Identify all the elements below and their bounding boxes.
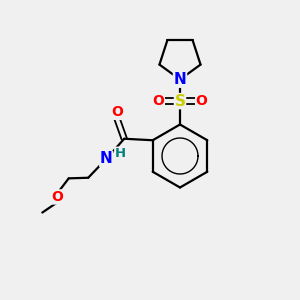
Text: O: O bbox=[152, 94, 164, 108]
Text: S: S bbox=[175, 94, 185, 109]
Text: N: N bbox=[100, 152, 112, 166]
Text: N: N bbox=[174, 72, 186, 87]
Text: O: O bbox=[196, 94, 208, 108]
Text: H: H bbox=[115, 147, 126, 160]
Text: N: N bbox=[174, 72, 186, 87]
Text: O: O bbox=[111, 105, 123, 119]
Text: O: O bbox=[51, 190, 63, 204]
